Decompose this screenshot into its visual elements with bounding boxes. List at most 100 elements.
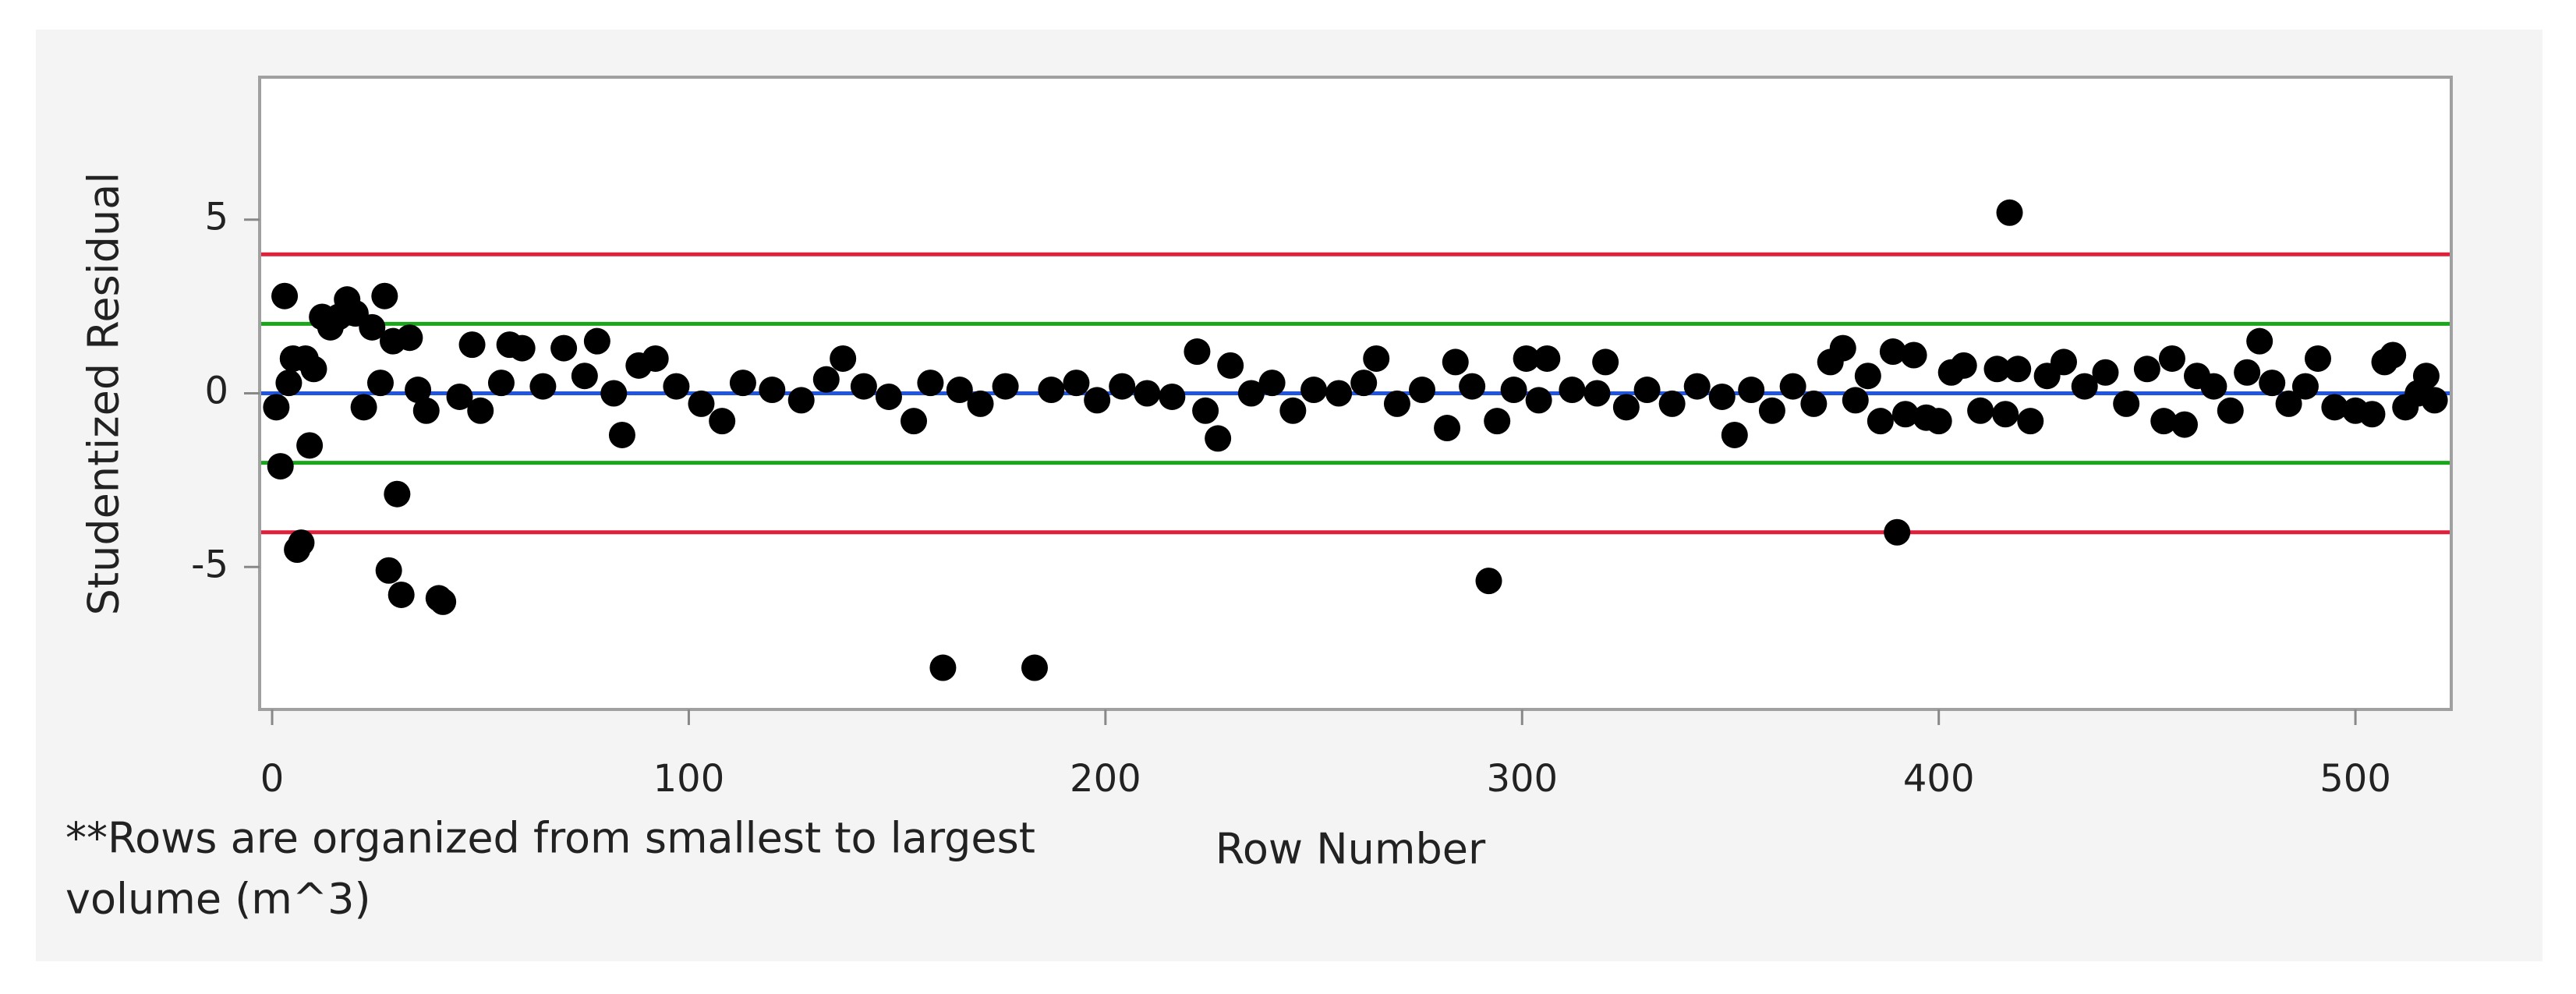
y-axis-label: Studentized Residual xyxy=(80,172,129,616)
point xyxy=(2150,408,2178,435)
point xyxy=(967,390,994,417)
point xyxy=(1854,363,1881,390)
point xyxy=(1159,383,1186,410)
point xyxy=(1084,387,1111,414)
x-tick-label: 100 xyxy=(653,757,725,801)
point xyxy=(1829,334,1856,362)
point xyxy=(300,356,327,383)
point xyxy=(2092,359,2119,386)
point xyxy=(267,453,294,480)
point xyxy=(759,377,786,404)
point xyxy=(446,383,473,410)
point xyxy=(1925,408,1952,435)
point xyxy=(550,334,578,362)
point xyxy=(2321,394,2348,421)
point xyxy=(2304,345,2331,372)
point xyxy=(1363,345,1390,372)
point xyxy=(1950,352,1977,379)
point xyxy=(1867,408,1894,435)
point xyxy=(929,654,957,681)
point xyxy=(2071,373,2098,400)
point xyxy=(1525,387,1552,414)
point xyxy=(709,408,736,435)
point xyxy=(2171,411,2198,438)
point xyxy=(1758,397,1785,424)
point xyxy=(430,588,457,615)
point xyxy=(1721,421,1748,448)
point xyxy=(366,370,394,397)
point xyxy=(2358,401,2386,428)
x-axis-label: Row Number xyxy=(1215,825,1486,874)
point xyxy=(529,373,557,400)
point xyxy=(1738,377,1765,404)
point xyxy=(2234,359,2261,386)
point xyxy=(1992,401,2019,428)
x-tick-label: 400 xyxy=(1903,757,1975,801)
y-tick-label: 0 xyxy=(204,370,228,413)
point xyxy=(1459,373,1486,400)
x-tick-label: 0 xyxy=(260,757,285,801)
point xyxy=(2275,390,2302,417)
point xyxy=(729,370,756,397)
point xyxy=(1900,341,1927,369)
point xyxy=(1109,373,1136,400)
point xyxy=(387,581,415,608)
point xyxy=(1842,387,1869,414)
point xyxy=(1063,370,1090,397)
point xyxy=(1633,377,1661,404)
point xyxy=(487,370,515,397)
point xyxy=(371,282,398,310)
point xyxy=(384,480,411,508)
point xyxy=(288,529,315,557)
point xyxy=(1983,356,2011,383)
point xyxy=(1583,380,1611,407)
point xyxy=(271,282,299,310)
point xyxy=(1237,380,1265,407)
point xyxy=(1879,338,1906,366)
point xyxy=(1383,390,1410,417)
point xyxy=(1184,338,1211,366)
point xyxy=(1300,377,1328,404)
point xyxy=(1683,373,1711,400)
point xyxy=(405,377,432,404)
point xyxy=(508,334,536,362)
point xyxy=(2246,327,2273,355)
point xyxy=(2005,356,2032,383)
point xyxy=(812,366,840,393)
point xyxy=(350,394,377,421)
x-tick-label: 500 xyxy=(2319,757,2391,801)
point xyxy=(275,370,303,397)
point xyxy=(2291,373,2319,400)
point xyxy=(1350,370,1378,397)
point xyxy=(2158,345,2185,372)
point xyxy=(1513,345,1540,372)
point xyxy=(1996,199,2023,226)
point xyxy=(917,370,944,397)
point xyxy=(458,331,486,359)
point xyxy=(2421,387,2448,414)
point xyxy=(359,313,386,341)
point xyxy=(1325,380,1353,407)
point xyxy=(2200,373,2227,400)
point xyxy=(1592,348,1619,376)
point xyxy=(1884,518,1911,546)
point xyxy=(875,383,902,410)
point xyxy=(396,324,423,352)
point xyxy=(663,373,690,400)
point xyxy=(1800,390,1828,417)
point xyxy=(1779,373,1806,400)
y-tick-label: 5 xyxy=(204,196,228,239)
point xyxy=(1708,383,1736,410)
point xyxy=(2380,341,2407,369)
point xyxy=(467,397,494,424)
point xyxy=(2217,397,2244,424)
y-tick-label: -5 xyxy=(191,543,228,586)
point xyxy=(1205,425,1232,452)
point xyxy=(1658,390,1686,417)
point xyxy=(1442,348,1469,376)
point xyxy=(2050,348,2077,376)
point xyxy=(296,432,324,459)
point xyxy=(830,345,857,372)
point xyxy=(1434,415,1461,442)
